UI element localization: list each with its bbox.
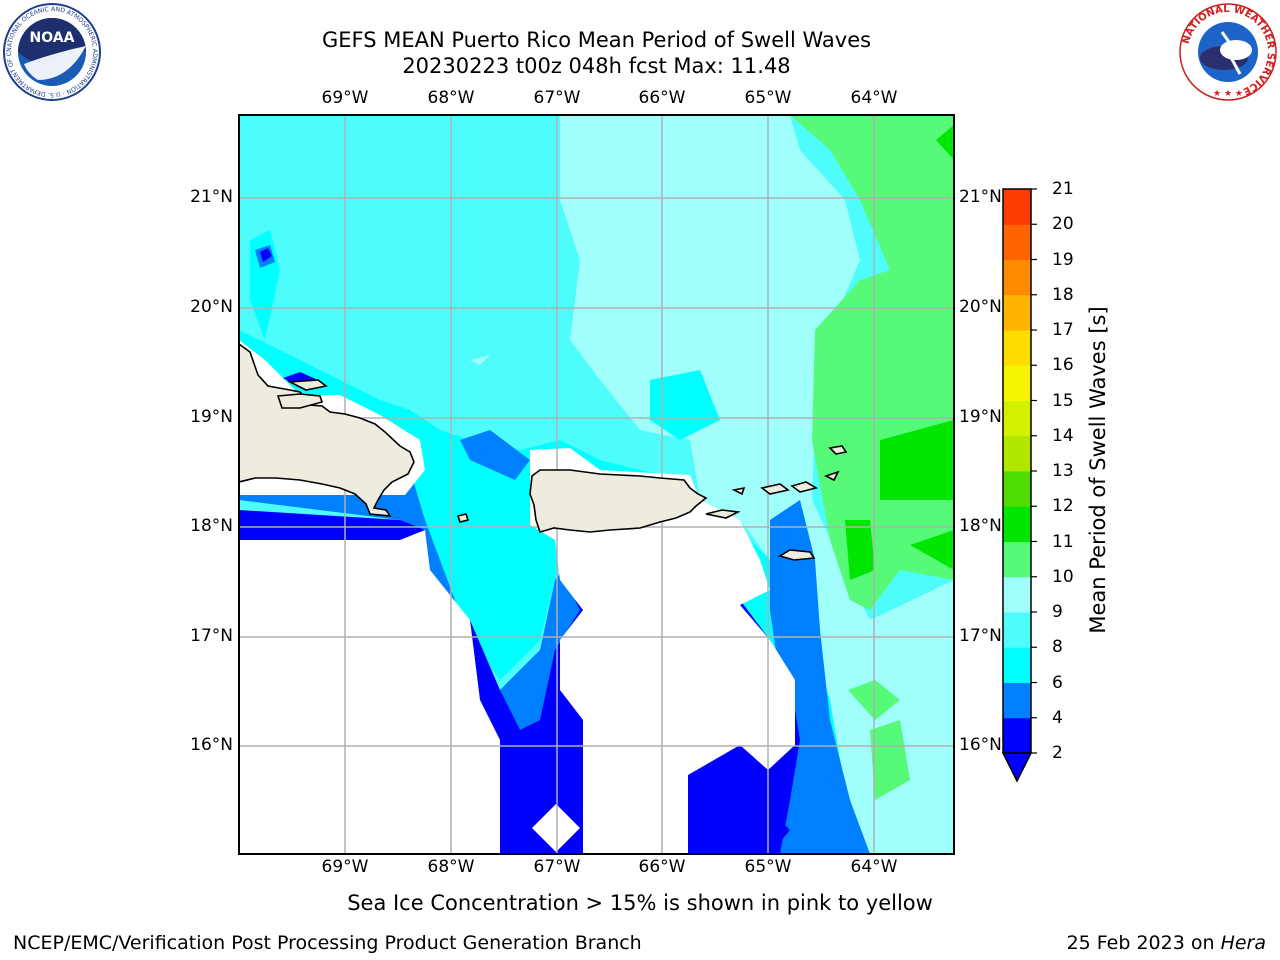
svg-text:NOAA: NOAA bbox=[30, 30, 75, 46]
colorbar-tick-label: 15 bbox=[1052, 390, 1074, 411]
colorbar-tick-label: 6 bbox=[1052, 672, 1063, 693]
colorbar-tick-label: 20 bbox=[1052, 214, 1074, 235]
lat-label-left: 20°N bbox=[190, 297, 233, 317]
colorbar-segment bbox=[1003, 259, 1031, 296]
colorbar-segment bbox=[1003, 224, 1031, 260]
colorbar-segment bbox=[1003, 717, 1031, 754]
lon-label-top: 65°W bbox=[744, 88, 792, 108]
date-text: 25 Feb 2023 on bbox=[1066, 932, 1221, 954]
lon-label-top: 69°W bbox=[321, 88, 369, 108]
generation-date: 25 Feb 2023 on Hera bbox=[1067, 932, 1266, 954]
lat-label-right: 21°N bbox=[959, 187, 1002, 207]
colorbar-segment bbox=[1003, 576, 1031, 613]
colorbar-segment bbox=[1003, 682, 1031, 719]
colorbar-segment bbox=[1003, 400, 1031, 437]
credit-text: NCEP/EMC/Verification Post Processing Pr… bbox=[13, 932, 642, 954]
map-frame bbox=[238, 114, 955, 855]
colorbar-tick-label: 16 bbox=[1052, 355, 1074, 376]
colorbar-tick-label: 18 bbox=[1052, 284, 1074, 305]
lat-label-left: 19°N bbox=[190, 407, 233, 427]
colorbar-segment bbox=[1003, 294, 1031, 331]
lon-label-top: 66°W bbox=[638, 88, 686, 108]
colorbar-segment bbox=[1003, 541, 1031, 578]
colorbar-segment bbox=[1003, 435, 1031, 472]
colorbar-tick-label: 21 bbox=[1052, 179, 1074, 199]
colorbar-tick-label: 12 bbox=[1052, 496, 1074, 517]
noaa-logo: NATIONAL OCEANIC AND ATMOSPHERIC ADMINIS… bbox=[2, 2, 101, 101]
colorbar-tick-label: 10 bbox=[1052, 566, 1074, 587]
lon-label-bottom: 65°W bbox=[744, 857, 792, 877]
colorbar-segment bbox=[1003, 612, 1031, 648]
colorbar-title: Mean Period of Swell Waves [s] bbox=[1086, 306, 1110, 634]
colorbar-segment bbox=[1003, 506, 1031, 542]
map-subtitle: 20230223 t00z 048h fcst Max: 11.48 bbox=[402, 54, 791, 78]
colorbar-tick-label: 14 bbox=[1052, 425, 1074, 446]
colorbar-tick-label: 19 bbox=[1052, 249, 1074, 270]
colorbar-segment bbox=[1003, 365, 1031, 401]
lat-label-left: 21°N bbox=[190, 187, 233, 207]
colorbar-segment bbox=[1003, 330, 1031, 366]
lat-label-right: 16°N bbox=[959, 735, 1002, 755]
land bbox=[239, 343, 848, 561]
colorbar-segment bbox=[1003, 647, 1031, 683]
lat-label-right: 18°N bbox=[959, 516, 1002, 536]
lat-label-left: 16°N bbox=[190, 735, 233, 755]
colorbar-extend-arrow bbox=[1001, 752, 1033, 783]
colorbar-segment bbox=[1003, 471, 1031, 507]
lon-label-bottom: 68°W bbox=[427, 857, 475, 877]
lon-label-bottom: 69°W bbox=[321, 857, 369, 877]
puerto-rico-coast bbox=[529, 469, 708, 533]
lon-label-bottom: 64°W bbox=[850, 857, 898, 877]
lon-label-top: 64°W bbox=[850, 88, 898, 108]
colorbar-tick-label: 17 bbox=[1052, 320, 1074, 340]
sea-ice-note: Sea Ice Concentration > 15% is shown in … bbox=[347, 891, 933, 915]
lon-label-bottom: 67°W bbox=[533, 857, 581, 877]
lat-label-right: 19°N bbox=[959, 407, 1002, 427]
lat-label-right: 17°N bbox=[959, 626, 1002, 646]
lat-label-left: 18°N bbox=[190, 516, 233, 536]
machine-name: Hera bbox=[1220, 932, 1266, 954]
lat-label-left: 17°N bbox=[190, 626, 233, 646]
colorbar-tick-label: 2 bbox=[1052, 743, 1063, 763]
colorbar-tick-label: 11 bbox=[1052, 531, 1074, 552]
lon-label-bottom: 66°W bbox=[638, 857, 686, 877]
colorbar-tick-label: 13 bbox=[1052, 461, 1074, 481]
lon-label-top: 68°W bbox=[427, 88, 475, 108]
svg-text:★ ★ ★: ★ ★ ★ bbox=[1213, 89, 1243, 99]
colorbar-segment bbox=[1003, 189, 1031, 225]
colorbar-tick-label: 4 bbox=[1052, 707, 1063, 728]
lat-label-right: 20°N bbox=[959, 297, 1002, 317]
colorbar-tick-label: 9 bbox=[1052, 602, 1063, 622]
nws-logo: NATIONAL WEATHER SERVICE ★ ★ ★ bbox=[1179, 3, 1277, 101]
lon-label-top: 67°W bbox=[533, 88, 581, 108]
colorbar-tick-label: 8 bbox=[1052, 637, 1063, 658]
map-title: GEFS MEAN Puerto Rico Mean Period of Swe… bbox=[321, 28, 872, 52]
